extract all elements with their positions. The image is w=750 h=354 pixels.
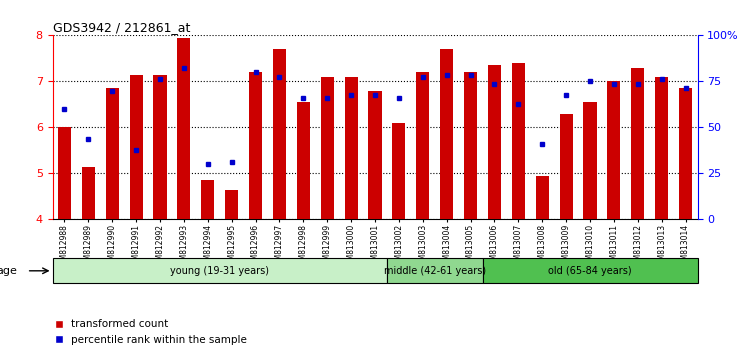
- Bar: [482, 258, 698, 283]
- Legend: transformed count, percentile rank within the sample: transformed count, percentile rank withi…: [50, 315, 251, 349]
- Bar: [177, 38, 190, 219]
- Bar: [440, 49, 453, 219]
- Bar: [536, 176, 549, 219]
- Text: GDS3942 / 212861_at: GDS3942 / 212861_at: [53, 21, 190, 34]
- Bar: [58, 127, 71, 219]
- Bar: [655, 77, 668, 219]
- Bar: [321, 77, 334, 219]
- Bar: [679, 88, 692, 219]
- Bar: [154, 74, 166, 219]
- Text: middle (42-61 years): middle (42-61 years): [384, 266, 486, 276]
- Bar: [392, 123, 406, 219]
- Bar: [464, 72, 477, 219]
- Bar: [273, 49, 286, 219]
- Bar: [225, 189, 238, 219]
- Bar: [560, 114, 573, 219]
- Bar: [608, 81, 620, 219]
- Bar: [344, 77, 358, 219]
- Bar: [488, 65, 501, 219]
- Bar: [416, 72, 429, 219]
- Bar: [106, 88, 118, 219]
- Bar: [53, 258, 387, 283]
- Bar: [632, 68, 644, 219]
- Bar: [584, 102, 596, 219]
- Bar: [297, 102, 310, 219]
- Bar: [201, 181, 214, 219]
- Bar: [512, 63, 525, 219]
- Text: age: age: [0, 266, 17, 276]
- Text: young (19-31 years): young (19-31 years): [170, 266, 269, 276]
- Bar: [82, 166, 95, 219]
- Bar: [130, 74, 142, 219]
- Bar: [387, 258, 482, 283]
- Bar: [249, 72, 262, 219]
- Bar: [368, 91, 382, 219]
- Text: old (65-84 years): old (65-84 years): [548, 266, 632, 276]
